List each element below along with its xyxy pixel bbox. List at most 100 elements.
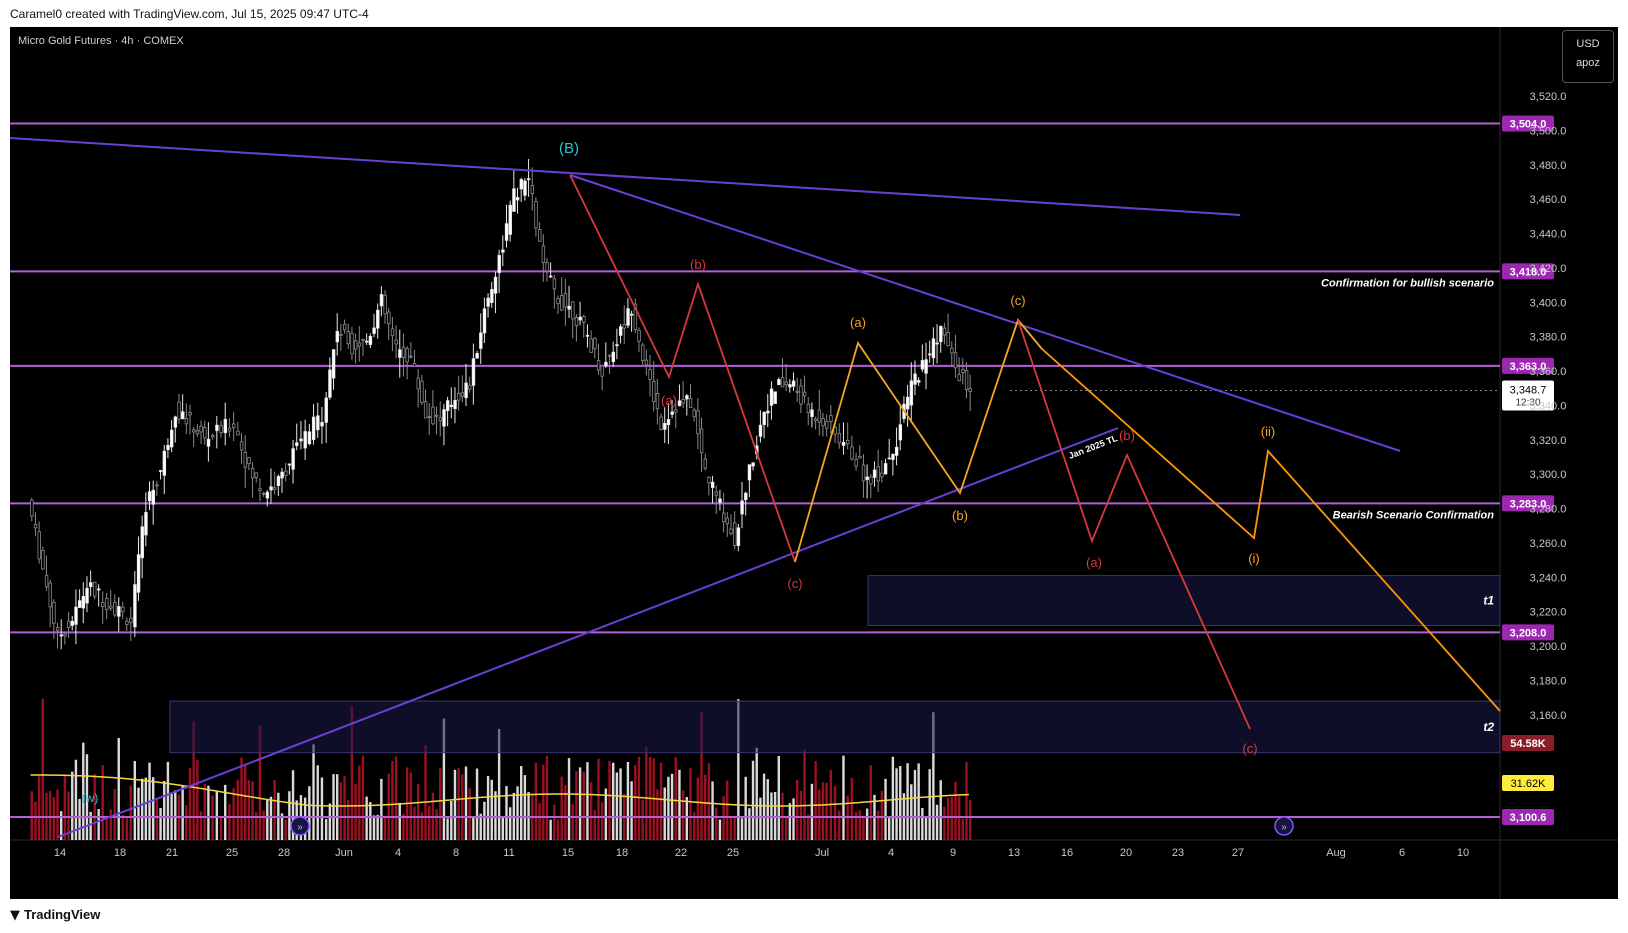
volume-bar — [339, 782, 343, 840]
candle-body — [493, 276, 498, 294]
volume-bar — [424, 745, 427, 840]
volume-bar — [508, 807, 512, 840]
wave-label: (ii) — [1261, 424, 1275, 439]
candle-body — [372, 327, 376, 334]
candle-body — [751, 462, 755, 467]
volume-bar — [689, 768, 692, 840]
candle-body — [361, 339, 365, 341]
candle-body — [33, 524, 38, 529]
candle-body — [101, 602, 105, 608]
volume-bar — [387, 773, 390, 840]
volume-bar — [312, 744, 315, 840]
currency-box[interactable]: USD apoz — [1562, 30, 1614, 83]
volume-bar — [137, 787, 140, 840]
candle-body — [891, 454, 895, 460]
chart-title: Micro Gold Futures · 4h · COMEX — [18, 35, 184, 47]
volume-bar — [943, 806, 946, 840]
volume-bar — [685, 797, 688, 840]
volume-bar — [269, 796, 273, 840]
candle-body — [307, 431, 312, 445]
volume-bar — [748, 808, 751, 840]
volume-bar — [63, 775, 67, 840]
price-chart[interactable]: t1 t2 3,504.0 3,418.0 Confirmation for bull… — [10, 27, 1618, 899]
candle-body — [641, 344, 645, 362]
candle-body — [66, 620, 71, 629]
attribution-text: Caramel0 created with TradingView.com, J… — [10, 7, 369, 21]
candle-body — [703, 458, 707, 469]
volume-bar — [273, 780, 276, 840]
volume-bar — [34, 801, 37, 840]
price-tick-label: 3,240.0 — [1530, 572, 1567, 584]
volume-bar — [560, 776, 563, 840]
candle-body — [913, 373, 917, 385]
candle-body — [968, 388, 972, 392]
candle-body — [140, 526, 144, 559]
candle-body — [199, 425, 203, 433]
volume-bar — [553, 804, 556, 840]
candle-body — [70, 620, 75, 626]
volume-bar — [707, 763, 711, 840]
candle-body — [846, 439, 850, 445]
volume-bar — [439, 768, 442, 840]
candle-body — [806, 403, 811, 413]
volume-bar — [520, 765, 523, 840]
candle-body — [85, 587, 89, 604]
candle-body — [655, 392, 660, 410]
volume-bar — [737, 699, 740, 840]
volume-bar — [589, 782, 593, 840]
price-tick-label: 3,520.0 — [1530, 91, 1567, 103]
candle-body — [659, 416, 663, 430]
candle-body — [508, 204, 512, 235]
volume-bar — [582, 771, 585, 840]
volume-bar — [645, 746, 648, 840]
price-tick-label: 3,320.0 — [1530, 435, 1567, 447]
candle-body — [607, 354, 612, 357]
volume-bar — [788, 803, 792, 840]
price-tick-label: 3,200.0 — [1530, 641, 1567, 653]
candle-body — [729, 528, 733, 534]
candle-body — [585, 334, 590, 337]
candle-body — [331, 349, 336, 379]
level-price-tag — [1502, 115, 1554, 132]
candle-body — [158, 470, 163, 472]
candle-body — [725, 517, 730, 525]
chart-background — [10, 27, 1618, 899]
volume-bar — [486, 776, 490, 840]
candle-body — [203, 427, 207, 439]
candle-body — [512, 188, 516, 212]
volume-bar — [766, 779, 769, 840]
jump-to-icon — [1274, 816, 1294, 836]
volume-bar — [192, 721, 195, 840]
volume-bar — [961, 818, 964, 840]
wave-label: (b) — [952, 508, 968, 523]
candle-body — [769, 388, 774, 406]
candle-body — [611, 351, 615, 363]
volume-bar — [630, 781, 633, 840]
volume-bar — [501, 816, 504, 840]
volume-bar — [343, 776, 346, 840]
candle-body — [626, 308, 630, 326]
candle-body — [858, 455, 862, 459]
candle-body — [269, 486, 273, 491]
candle-body — [59, 634, 63, 637]
candle-body — [490, 289, 494, 303]
volume-bar — [497, 728, 501, 840]
volume-bar — [78, 798, 81, 840]
volume-bar — [472, 817, 475, 840]
volume-bar — [696, 777, 700, 840]
candle-body — [688, 398, 693, 409]
candle-body — [442, 409, 446, 427]
level-price-tag — [1502, 624, 1554, 641]
tradingview-logo[interactable]: ▼ TradingView — [10, 907, 100, 923]
level-price-tag — [1502, 808, 1554, 825]
volume-bar — [895, 768, 898, 840]
candle-body — [883, 463, 888, 475]
last-price-tag — [1502, 380, 1554, 411]
time-tick-label: 11 — [503, 847, 514, 859]
candle-body — [117, 606, 121, 617]
volume-bar — [420, 812, 424, 840]
candle-body — [109, 605, 113, 609]
candle-body — [339, 334, 343, 336]
candle-body — [571, 301, 575, 320]
candle-body — [295, 442, 299, 446]
